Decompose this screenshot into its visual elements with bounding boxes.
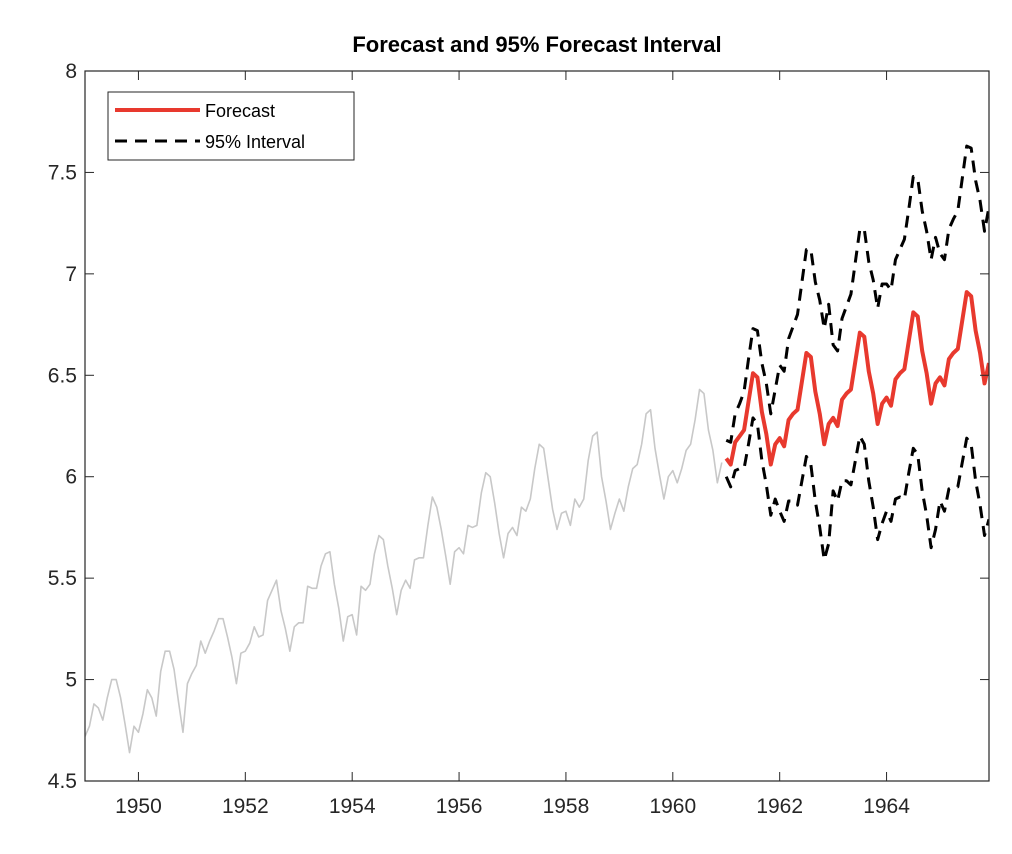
x-tick-label: 1950 — [115, 795, 162, 818]
legend: Forecast 95% Interval — [107, 91, 355, 161]
y-tick-label: 6.5 — [48, 364, 77, 387]
y-tick-label: 5 — [65, 669, 77, 692]
legend-forecast-label: Forecast — [205, 101, 275, 121]
legend-interval-label: 95% Interval — [205, 132, 305, 152]
y-tick-label: 4.5 — [48, 770, 77, 793]
series-interval-upper-line — [725, 144, 989, 444]
x-tick-label: 1956 — [436, 795, 483, 818]
y-tick-label: 6 — [65, 466, 77, 489]
y-tick-label: 8 — [65, 60, 77, 83]
x-tick-label: 1964 — [863, 795, 910, 818]
x-tick-label: 1952 — [222, 795, 269, 818]
chart-title: Forecast and 95% Forecast Interval — [352, 32, 721, 57]
x-tick-label: 1958 — [543, 795, 590, 818]
series-interval-lower-line — [724, 416, 989, 562]
y-tick-label: 7 — [65, 263, 77, 286]
legend-box — [107, 91, 355, 161]
x-tick-label: 1954 — [329, 795, 376, 818]
series-observed-line — [85, 388, 723, 754]
series-forecast-line — [724, 290, 989, 467]
y-tick-label: 5.5 — [48, 567, 77, 590]
y-tick-label: 7.5 — [48, 161, 77, 184]
axes-box — [84, 70, 990, 782]
x-tick-label: 1962 — [756, 795, 803, 818]
x-tick-label: 1960 — [649, 795, 696, 818]
plot-area — [85, 71, 989, 781]
